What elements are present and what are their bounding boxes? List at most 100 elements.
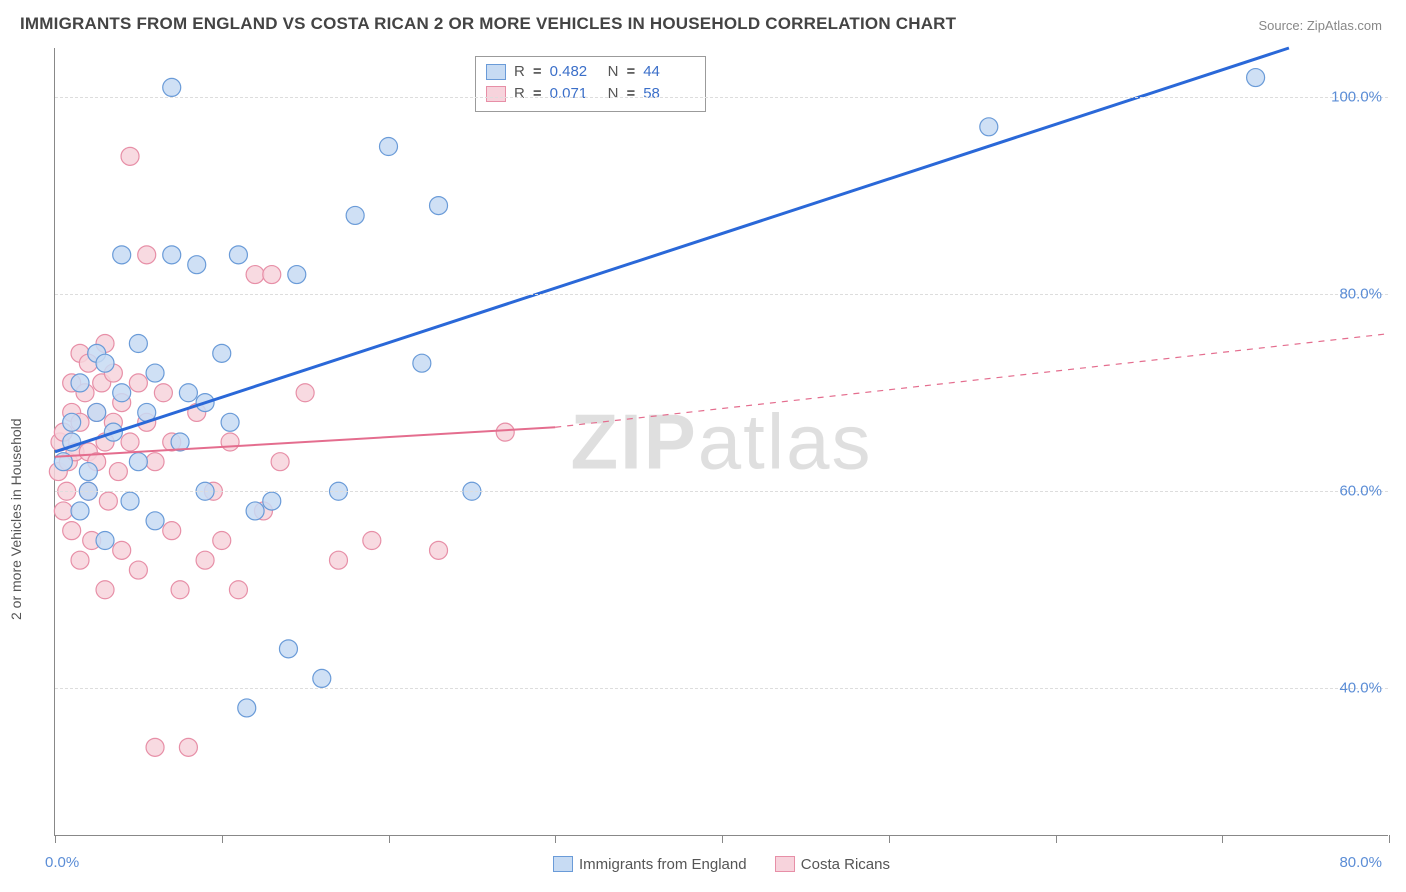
costa_rican-point (430, 541, 448, 559)
costa_rican-point (363, 532, 381, 550)
x-tick (1222, 835, 1223, 843)
costa_rican-point (99, 492, 117, 510)
y-axis-label: 2 or more Vehicles in Household (8, 418, 24, 620)
england-point (188, 256, 206, 274)
gridline-h (55, 97, 1388, 98)
x-tick (222, 835, 223, 843)
england-point (221, 413, 239, 431)
costa_rican-point (171, 581, 189, 599)
england-point (163, 246, 181, 264)
england-point (129, 335, 147, 353)
england-point (380, 138, 398, 156)
chart-plot-area: ZIPatlas R = 0.482 N = 44 R = 0.071 N = … (54, 48, 1388, 836)
y-tick-label: 80.0% (1339, 286, 1382, 303)
x-tick (555, 835, 556, 843)
england-point (71, 502, 89, 520)
england-point (146, 512, 164, 530)
england-point (79, 463, 97, 481)
n-value-england: 44 (643, 61, 693, 83)
england-point (288, 266, 306, 284)
costa_rican-point (196, 551, 214, 569)
costa_rican-point (246, 266, 264, 284)
costa_rican-point (96, 581, 114, 599)
costa_rican-point (121, 147, 139, 165)
legend-swatch-england (486, 64, 506, 80)
x-tick (1389, 835, 1390, 843)
costa_rican-point (109, 463, 127, 481)
costa_rican-point (146, 453, 164, 471)
england-point (279, 640, 297, 658)
costa_rican-point (113, 541, 131, 559)
source-link[interactable]: ZipAtlas.com (1307, 18, 1382, 33)
costa_rican-point (296, 384, 314, 402)
england-point (163, 78, 181, 96)
england-point (113, 246, 131, 264)
x-axis-min-label: 0.0% (45, 854, 79, 871)
costa_rican-point (71, 551, 89, 569)
equals: = (626, 61, 635, 83)
costa_rican-point (229, 581, 247, 599)
x-tick (889, 835, 890, 843)
x-tick (1056, 835, 1057, 843)
x-tick (722, 835, 723, 843)
regression-costa-rican-dashed (555, 334, 1389, 428)
costa_rican-point (146, 738, 164, 756)
costa_rican-point (129, 374, 147, 392)
legend-label-costa-rican: Costa Ricans (801, 856, 890, 873)
costa_rican-point (154, 384, 172, 402)
legend-stats-row-costa-rican: R = 0.071 N = 58 (486, 83, 693, 105)
england-point (146, 364, 164, 382)
y-tick-label: 100.0% (1331, 89, 1382, 106)
england-point (129, 453, 147, 471)
costa_rican-point (496, 423, 514, 441)
costa_rican-point (138, 246, 156, 264)
england-point (213, 344, 231, 362)
n-letter: N (608, 61, 619, 83)
gridline-h (55, 688, 1388, 689)
equals: = (626, 83, 635, 105)
costa_rican-point (121, 433, 139, 451)
costa_rican-point (163, 522, 181, 540)
y-tick-label: 40.0% (1339, 680, 1382, 697)
costa_rican-point (179, 738, 197, 756)
legend-swatch-costa-rican (486, 86, 506, 102)
costa_rican-point (221, 433, 239, 451)
gridline-h (55, 294, 1388, 295)
costa_rican-point (271, 453, 289, 471)
legend-item-costa-rican: Costa Ricans (775, 856, 890, 873)
n-letter: N (608, 83, 619, 105)
england-point (430, 197, 448, 215)
england-point (96, 354, 114, 372)
legend-stats-box: R = 0.482 N = 44 R = 0.071 N = 58 (475, 56, 706, 112)
r-value-costa-rican: 0.071 (550, 83, 600, 105)
england-point (346, 206, 364, 224)
legend-stats-row-england: R = 0.482 N = 44 (486, 61, 693, 83)
england-point (121, 492, 139, 510)
legend-label-england: Immigrants from England (579, 856, 747, 873)
costa_rican-point (329, 551, 347, 569)
england-point (246, 502, 264, 520)
costa_rican-point (63, 522, 81, 540)
england-point (179, 384, 197, 402)
gridline-h (55, 491, 1388, 492)
england-point (1247, 69, 1265, 87)
r-letter: R (514, 61, 525, 83)
england-point (263, 492, 281, 510)
england-point (313, 669, 331, 687)
england-point (71, 374, 89, 392)
equals: = (533, 61, 542, 83)
chart-title: IMMIGRANTS FROM ENGLAND VS COSTA RICAN 2… (20, 14, 956, 34)
england-point (63, 413, 81, 431)
legend-item-england: Immigrants from England (553, 856, 751, 873)
england-point (413, 354, 431, 372)
legend-series: Immigrants from England Costa Ricans (55, 856, 1388, 873)
source-attribution: Source: ZipAtlas.com (1258, 18, 1382, 33)
costa_rican-point (54, 502, 72, 520)
costa_rican-point (129, 561, 147, 579)
r-letter: R (514, 83, 525, 105)
costa_rican-point (263, 266, 281, 284)
england-point (238, 699, 256, 717)
england-point (96, 532, 114, 550)
n-value-costa-rican: 58 (643, 83, 693, 105)
source-prefix: Source: (1258, 18, 1306, 33)
